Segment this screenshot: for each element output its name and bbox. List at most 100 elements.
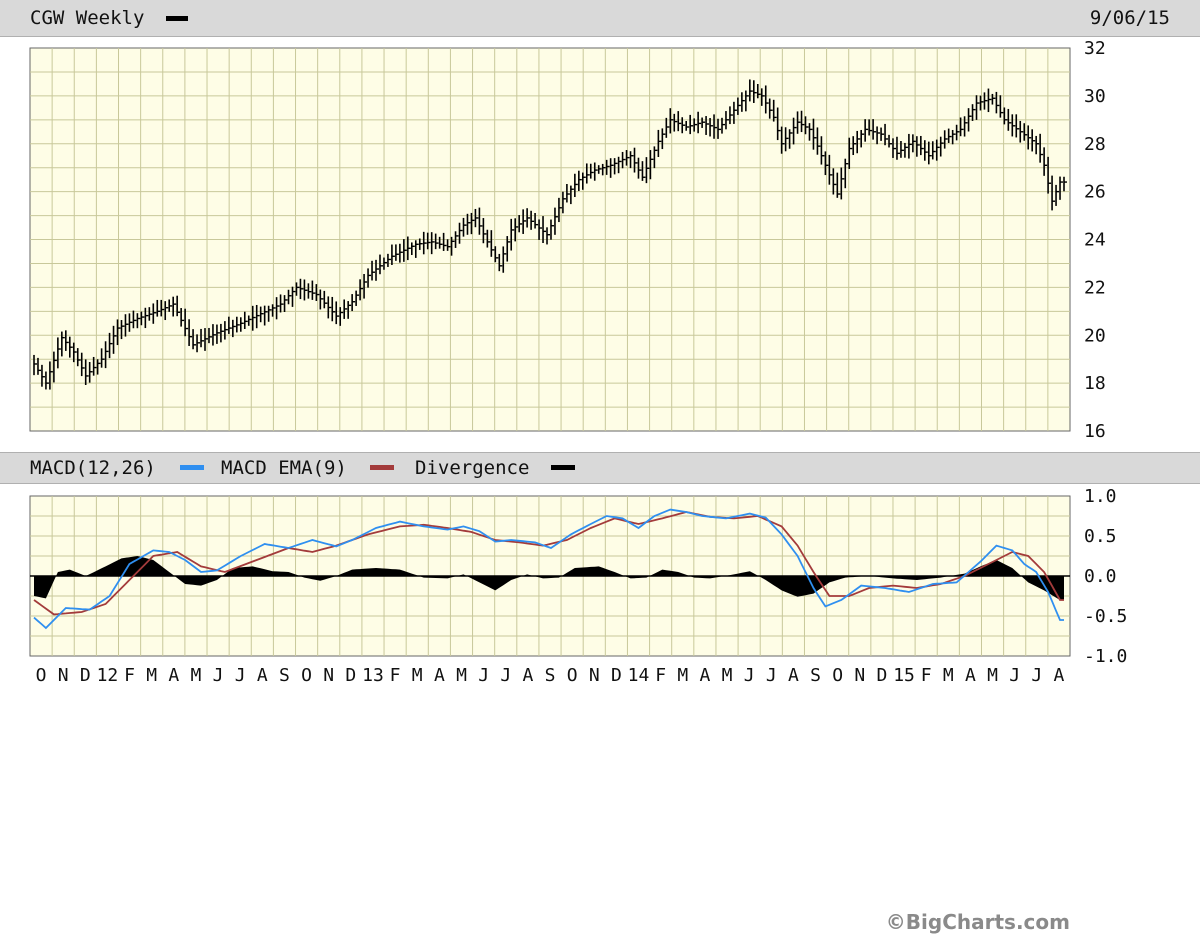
price-bar [784,127,789,152]
price-bar [812,118,817,150]
price-y-tick-label: 22 [1084,277,1106,298]
price-bar [514,218,519,242]
price-bar [132,310,137,329]
price-bar [578,170,582,191]
price-bar [637,157,642,179]
price-y-tick-label: 24 [1084,230,1106,251]
price-bar [788,129,793,149]
x-tick-label: F [124,665,135,686]
macd-y-tick-label: -1.0 [1084,646,1127,667]
price-bar [589,163,594,179]
price-bar [410,242,415,256]
price-bar [641,161,646,181]
price-bar [96,359,101,375]
price-bar [733,101,737,124]
x-tick-label: S [545,665,556,686]
price-bar [100,348,105,368]
price-bar [860,129,865,148]
price-bar [267,305,272,322]
price-bar [120,320,125,340]
x-tick-label: J [235,665,246,686]
price-bar [478,207,483,235]
x-tick-label: O [36,665,47,686]
price-bar [399,243,403,263]
price-bar [92,356,97,376]
price-bar [741,92,745,112]
price-bar [84,359,89,386]
price-bar [1019,120,1024,143]
price-bar [613,158,618,175]
price-bar [796,111,801,134]
price-y-tick-label: 32 [1084,38,1106,59]
x-tick-label: J [1009,665,1020,686]
x-tick-label: M [943,665,954,686]
price-bar [1035,135,1040,155]
price-bar [661,128,666,150]
price-bar [450,236,455,256]
price-bar [900,140,904,158]
price-bar [709,118,714,137]
price-bar [263,305,268,326]
price-bar [180,308,185,327]
divergence-legend-label: Divergence [415,457,530,479]
price-bar [37,357,41,375]
price-bar [904,142,908,158]
price-bar [160,299,165,317]
price-bar [1047,156,1052,194]
price-bar [247,315,252,326]
price-bar [780,126,785,154]
price-bar [908,133,912,159]
price-bar [462,217,467,237]
price-bar [534,212,539,229]
price-bar [383,257,387,270]
price-bar [979,95,984,111]
price-bar [768,98,773,119]
price-bar [1051,175,1056,211]
price-bar [57,337,61,369]
x-tick-label: 12 [97,665,119,686]
price-bar [828,154,833,185]
price-bar [1011,114,1016,137]
price-bar [502,246,507,273]
price-bar [697,111,702,134]
price-y-tick-label: 28 [1084,134,1106,155]
price-bar [403,239,407,262]
x-tick-label: O [567,665,578,686]
price-bar [955,124,960,141]
price-bar [224,321,228,340]
price-bar [749,79,753,102]
macd-y-tick-label: 0.0 [1084,566,1117,587]
macd-legend-swatch [180,465,204,470]
price-y-tick-label: 20 [1084,325,1106,346]
x-tick-label: N [58,665,69,686]
x-tick-label: J [766,665,777,686]
price-bar [116,319,121,346]
price-bar [243,311,248,329]
price-bar [72,342,77,363]
price-bar [363,274,368,299]
price-bar [522,209,527,234]
price-bar [999,95,1004,118]
price-bar [681,117,686,134]
price-bar [705,116,710,135]
price-bar [379,254,383,275]
price-bar [844,158,849,189]
price-bar [506,236,511,262]
price-bar [335,301,340,325]
price-bar [884,123,889,146]
macd-line [33,508,1064,630]
price-bar [673,113,678,132]
price-bar [65,330,69,351]
top-header-bar: CGW Weekly 9/06/15 [0,0,1200,37]
price-bar [259,306,264,323]
price-bar [287,289,292,305]
price-bar [295,282,300,296]
price-bar [108,332,113,359]
price-bar [136,313,141,329]
price-bar [271,304,276,317]
price-bar [446,239,451,251]
price-bar [820,136,825,165]
price-bar [574,173,578,198]
price-bar [1043,147,1048,176]
price-bar [407,236,411,261]
